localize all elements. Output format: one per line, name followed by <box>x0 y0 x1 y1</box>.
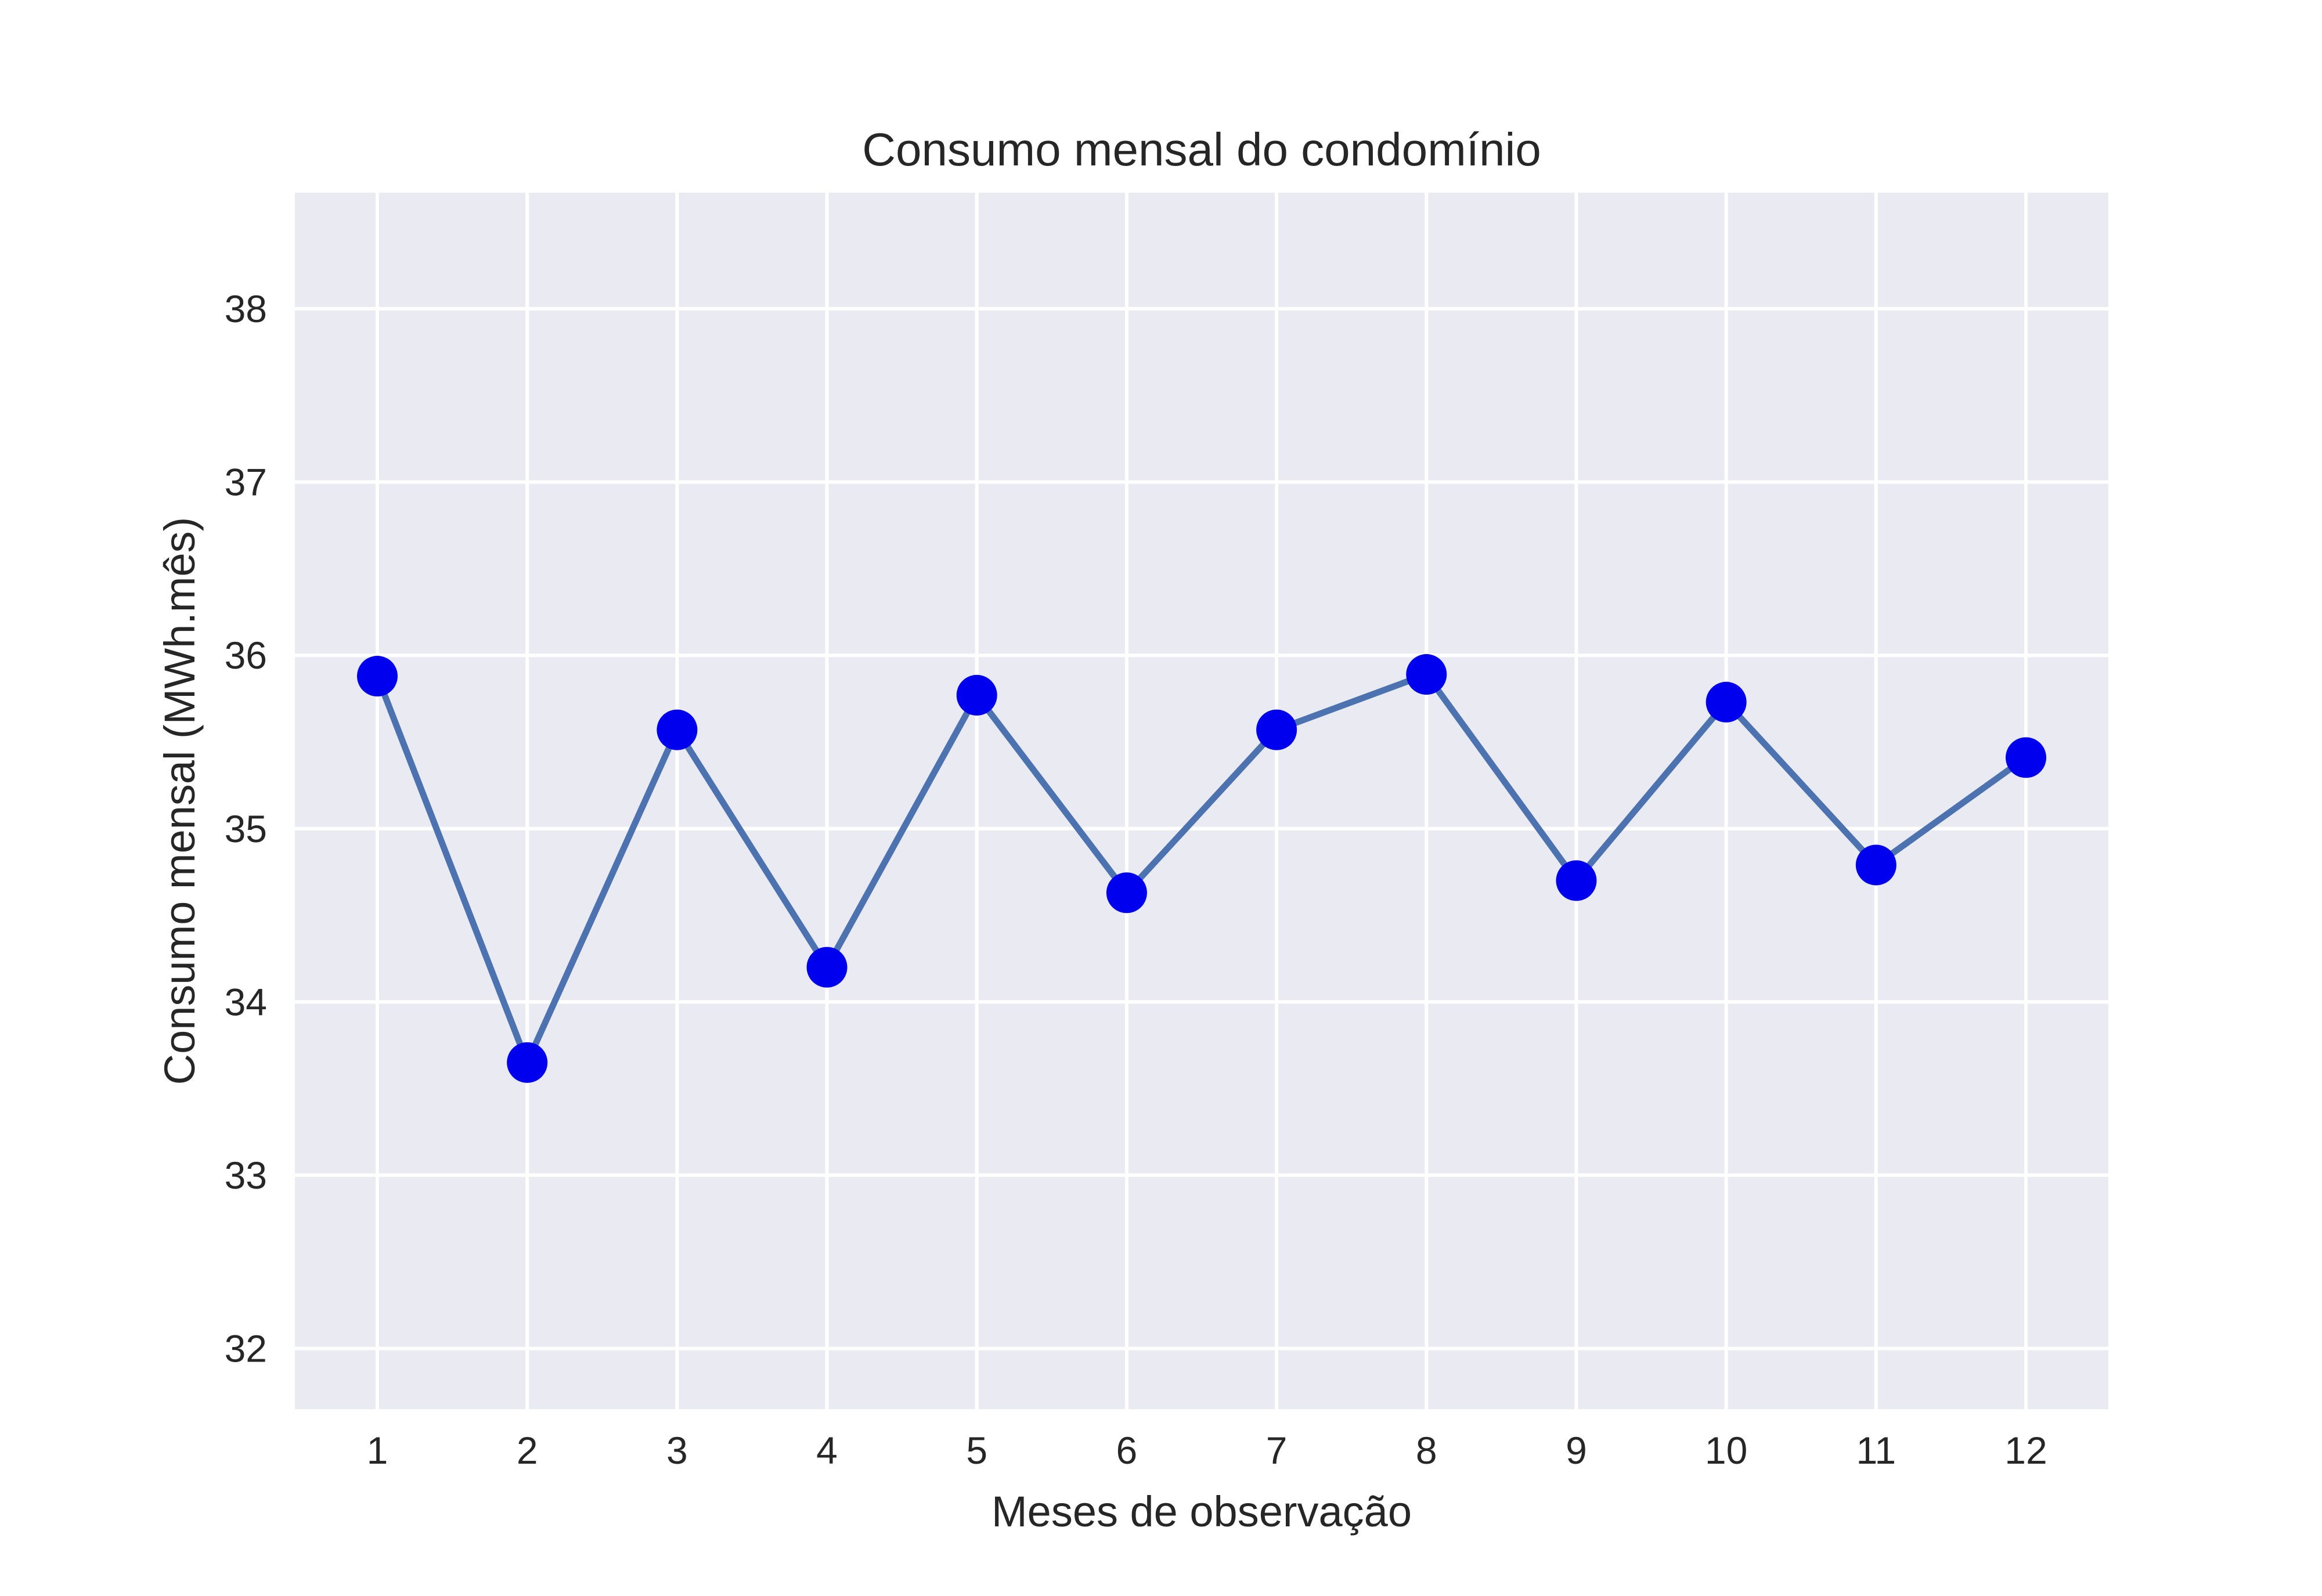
x-tick-label: 6 <box>1116 1429 1138 1472</box>
y-tick-label: 32 <box>225 1327 267 1370</box>
data-point <box>956 674 997 716</box>
data-point <box>1106 872 1147 913</box>
plot-area <box>295 193 2108 1409</box>
x-tick-label: 2 <box>517 1429 538 1472</box>
x-tick-label: 5 <box>966 1429 987 1472</box>
chart-title: Consumo mensal do condomínio <box>862 124 1541 175</box>
data-point <box>1556 860 1597 901</box>
x-tick-label: 12 <box>2004 1429 2047 1472</box>
x-tick-label: 1 <box>367 1429 388 1472</box>
data-point <box>1706 681 1747 723</box>
data-point <box>657 709 698 750</box>
y-tick-label: 35 <box>225 807 267 850</box>
y-tick-label: 38 <box>225 287 267 330</box>
y-tick-labels: 32 33 34 35 36 37 38 <box>225 287 267 1370</box>
y-tick-label: 37 <box>225 461 267 504</box>
x-tick-label: 3 <box>666 1429 688 1472</box>
y-tick-label: 36 <box>225 634 267 677</box>
x-tick-label: 9 <box>1566 1429 1587 1472</box>
x-tick-labels: 1 2 3 4 5 6 7 8 9 10 11 12 <box>367 1429 2047 1472</box>
x-tick-label: 11 <box>1856 1429 1896 1472</box>
data-point <box>357 656 398 697</box>
series-line <box>374 670 2028 1071</box>
data-point <box>1256 709 1297 750</box>
data-point <box>2006 737 2046 778</box>
y-tick-label: 33 <box>225 1154 267 1197</box>
x-axis-title: Meses de observação <box>991 1487 1412 1536</box>
data-point <box>1406 654 1447 695</box>
x-tick-label: 7 <box>1266 1429 1288 1472</box>
x-tick-label: 4 <box>816 1429 838 1472</box>
y-axis-title: Consumo mensal (MWh.mês) <box>156 517 204 1085</box>
data-point <box>1855 844 1896 886</box>
x-tick-label: 10 <box>1705 1429 1747 1472</box>
y-gridlines <box>295 307 2108 1351</box>
x-gridlines <box>376 193 2028 1409</box>
data-point <box>507 1042 548 1083</box>
data-point <box>806 947 848 988</box>
data-series <box>357 654 2046 1083</box>
y-tick-label: 34 <box>225 980 267 1023</box>
x-tick-label: 8 <box>1416 1429 1437 1472</box>
